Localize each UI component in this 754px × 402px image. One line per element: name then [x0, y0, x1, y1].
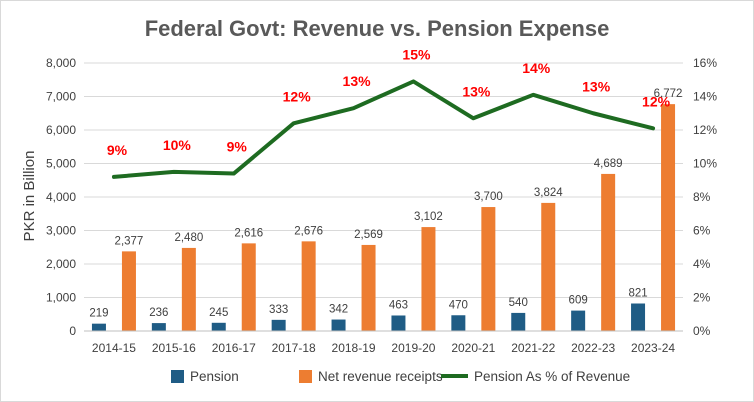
- pension-percent-label: 15%: [402, 46, 431, 62]
- x-tick-label: 2017-18: [272, 341, 316, 355]
- pension-bar: [451, 315, 466, 331]
- pension-bar: [391, 315, 406, 331]
- y2-tick-label: 6%: [693, 224, 711, 238]
- revenue-data-label: 3,102: [414, 211, 443, 223]
- revenue-bar: [241, 243, 256, 331]
- x-tick-label: 2023-24: [631, 341, 675, 355]
- y2-tick-label: 0%: [693, 324, 711, 338]
- revenue-bar: [301, 241, 316, 331]
- legend-swatch: [171, 370, 184, 383]
- y-tick-label: 6,000: [46, 123, 76, 137]
- pension-percent-label: 13%: [343, 73, 372, 89]
- pension-bar: [91, 323, 106, 331]
- revenue-data-label: 3,700: [474, 191, 503, 203]
- pension-bar: [151, 323, 166, 331]
- revenue-bar: [541, 202, 556, 331]
- pension-data-label: 236: [149, 307, 168, 319]
- pension-data-label: 219: [89, 308, 108, 320]
- chart-title: Federal Govt: Revenue vs. Pension Expens…: [145, 16, 610, 41]
- pension-data-label: 821: [628, 287, 647, 299]
- revenue-bar: [181, 247, 196, 331]
- x-tick-label: 2015-16: [152, 341, 196, 355]
- y-tick-label: 7,000: [46, 90, 76, 104]
- y2-tick-label: 4%: [693, 257, 711, 271]
- pension-percent-label: 12%: [283, 88, 312, 104]
- pension-percent-label: 13%: [582, 78, 611, 94]
- pension-bar: [631, 303, 646, 331]
- x-tick-label: 2016-17: [212, 341, 256, 355]
- x-tick-label: 2022-23: [571, 341, 615, 355]
- pension-data-label: 609: [569, 295, 588, 307]
- revenue-bar: [661, 104, 676, 331]
- legend-label: Pension: [190, 369, 239, 384]
- pension-data-label: 470: [449, 299, 468, 311]
- pension-bar: [511, 312, 526, 331]
- y-tick-label: 2,000: [46, 257, 76, 271]
- revenue-bar: [481, 207, 496, 331]
- pension-bar: [211, 322, 226, 331]
- pension-data-label: 342: [329, 304, 348, 316]
- pension-bar: [331, 319, 346, 331]
- y2-tick-label: 10%: [693, 157, 717, 171]
- pension-percent-label: 13%: [462, 83, 491, 99]
- pension-data-label: 540: [509, 297, 528, 309]
- y2-tick-label: 16%: [693, 56, 717, 70]
- pension-bar: [271, 319, 286, 331]
- pension-percent-label: 12%: [642, 93, 671, 109]
- pension-percent-label: 9%: [227, 139, 248, 155]
- y-tick-label: 4,000: [46, 190, 76, 204]
- pension-percent-line: [111, 79, 656, 179]
- pension-data-label: 463: [389, 299, 408, 311]
- pension-percent-label: 9%: [107, 142, 128, 158]
- revenue-bar: [361, 244, 376, 331]
- revenue-data-label: 6,772: [654, 88, 683, 100]
- y-tick-label: 1,000: [46, 291, 76, 305]
- revenue-data-label: 2,377: [115, 235, 144, 247]
- y-axis-label: PKR in Billion: [21, 151, 38, 242]
- revenue-data-label: 2,480: [174, 232, 203, 244]
- x-tick-label: 2014-15: [92, 341, 136, 355]
- y-tick-label: 0: [69, 324, 76, 338]
- revenue-data-label: 3,824: [534, 187, 563, 199]
- pension-percent-label: 10%: [163, 137, 192, 153]
- legend-swatch: [299, 370, 312, 383]
- y2-tick-label: 2%: [693, 291, 711, 305]
- y2-tick-label: 12%: [693, 123, 717, 137]
- x-tick-label: 2018-19: [332, 341, 376, 355]
- y2-tick-label: 8%: [693, 190, 711, 204]
- pension-percent-label: 14%: [522, 60, 551, 76]
- y-tick-label: 5,000: [46, 157, 76, 171]
- legend-label: Pension As % of Revenue: [474, 369, 630, 384]
- revenue-bar: [421, 227, 436, 331]
- y-tick-label: 8,000: [46, 56, 76, 70]
- revenue-data-label: 2,569: [354, 229, 383, 241]
- pension-data-label: 333: [269, 304, 288, 316]
- revenue-bar: [601, 173, 616, 331]
- revenue-bar: [121, 251, 136, 331]
- x-tick-label: 2019-20: [391, 341, 435, 355]
- revenue-data-label: 2,676: [294, 225, 323, 237]
- y2-tick-label: 14%: [693, 90, 717, 104]
- revenue-data-label: 2,616: [234, 227, 263, 239]
- x-tick-label: 2021-22: [511, 341, 555, 355]
- pension-data-label: 245: [209, 307, 228, 319]
- pension-bar: [571, 310, 586, 331]
- legend-label: Net revenue receipts: [318, 369, 443, 384]
- revenue-data-label: 4,689: [594, 158, 623, 170]
- x-tick-label: 2020-21: [451, 341, 495, 355]
- y-tick-label: 3,000: [46, 224, 76, 238]
